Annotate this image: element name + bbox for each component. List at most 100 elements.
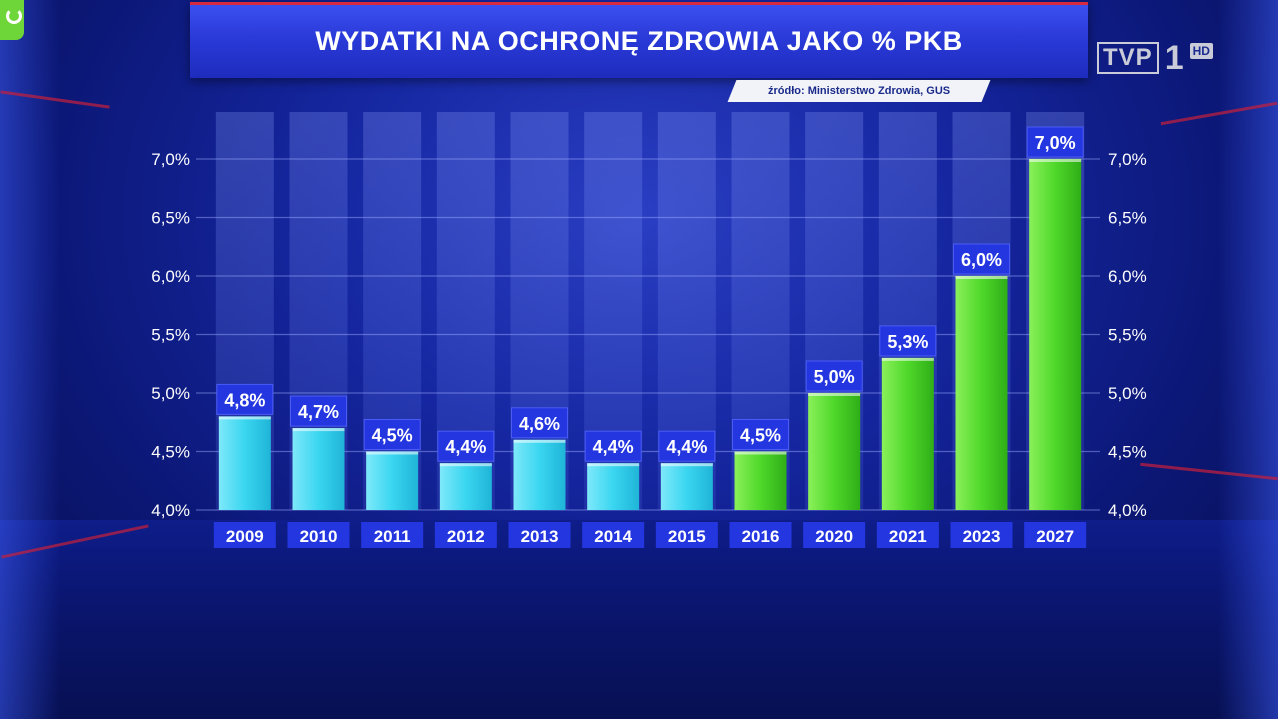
bar (587, 463, 640, 510)
bar (366, 451, 419, 510)
chart-title: WYDATKI NA OCHRONĘ ZDROWIA JAKO % PKB (315, 26, 963, 56)
channel-logo: TVP 1 HD (1097, 40, 1213, 76)
value-label-box (658, 430, 716, 462)
value-label-box (732, 419, 789, 450)
category-label-box (287, 522, 350, 548)
y-tick-label-right: 5,0% (1108, 384, 1147, 403)
y-tick-label-left: 4,0% (151, 501, 190, 520)
value-label: 5,0% (814, 367, 855, 387)
bar (881, 357, 934, 510)
bar (808, 393, 861, 510)
bar-top-highlight (587, 463, 640, 467)
logo-number-text: 1 (1164, 39, 1184, 77)
category-label-box (508, 522, 571, 548)
title-bar: WYDATKI NA OCHRONĘ ZDROWIA JAKO % PKB (190, 2, 1088, 78)
y-tick-label-right: 6,5% (1108, 209, 1147, 228)
value-label: 5,3% (887, 332, 928, 352)
corner-app-icon (0, 0, 24, 40)
value-label-box (511, 407, 568, 439)
bar (660, 463, 713, 510)
bar-top-highlight (439, 463, 492, 467)
y-tick-label-left: 5,5% (151, 326, 190, 345)
category-label: 2010 (300, 527, 338, 546)
category-label: 2021 (889, 527, 927, 546)
bar-top-highlight (808, 393, 861, 396)
value-label-box (290, 395, 347, 427)
bar-top-highlight (734, 451, 787, 455)
category-label: 2009 (226, 527, 264, 546)
category-label: 2016 (742, 527, 780, 546)
side-glow-left (0, 0, 60, 719)
bar (513, 439, 566, 510)
value-label-box (216, 383, 274, 415)
category-label: 2014 (594, 527, 632, 546)
value-label-box (1026, 126, 1084, 158)
bar-top-highlight (881, 357, 934, 361)
y-tick-label-left: 6,5% (151, 209, 190, 228)
value-label: 4,5% (740, 426, 781, 446)
y-tick-label-right: 4,5% (1108, 443, 1147, 462)
bar-top-highlight (660, 463, 713, 467)
bar-top-highlight (513, 439, 566, 443)
category-label-box (213, 522, 276, 548)
bar (218, 416, 271, 510)
bar (955, 276, 1008, 510)
y-tick-label-left: 7,0% (151, 150, 190, 169)
logo-hd-badge: HD (1189, 43, 1213, 59)
value-label: 4,5% (372, 426, 413, 446)
category-label: 2011 (374, 527, 411, 546)
bar-top-highlight (1029, 159, 1082, 162)
value-label-box (584, 430, 642, 462)
category-label: 2012 (447, 527, 485, 546)
value-label-box (953, 243, 1010, 275)
bar-top-highlight (955, 276, 1008, 279)
category-label-box (803, 522, 866, 548)
y-tick-label-left: 5,0% (151, 384, 190, 403)
category-label-box (361, 522, 424, 548)
category-label-box (729, 522, 792, 548)
value-label: 4,8% (224, 390, 265, 410)
category-label: 2015 (668, 527, 706, 546)
category-label: 2023 (963, 527, 1001, 546)
side-glow-right (1218, 0, 1278, 719)
bar (1029, 159, 1082, 510)
bar-top-highlight (218, 416, 271, 420)
category-label-box (950, 522, 1013, 548)
value-label-box (363, 419, 421, 450)
value-label: 4,4% (593, 437, 634, 457)
category-label: 2013 (521, 527, 559, 546)
value-label-box (805, 360, 863, 392)
logo-channel-text: TVP (1097, 42, 1159, 74)
ghost-column (731, 112, 790, 510)
y-tick-label-right: 4,0% (1108, 501, 1147, 520)
studio-floor (0, 520, 1278, 719)
category-label-box (655, 522, 718, 548)
value-label-box (879, 325, 937, 357)
category-label: 2020 (815, 527, 853, 546)
value-label: 4,7% (298, 402, 339, 422)
y-tick-label-right: 6,0% (1108, 267, 1147, 286)
value-label: 6,0% (961, 250, 1002, 270)
y-tick-label-left: 6,0% (151, 267, 190, 286)
category-label-box (582, 522, 645, 548)
y-tick-label-right: 5,5% (1108, 326, 1147, 345)
bar (292, 428, 345, 510)
category-label-box (1024, 522, 1087, 548)
value-label: 4,6% (519, 414, 560, 434)
value-label: 7,0% (1035, 133, 1076, 153)
y-tick-label-right: 7,0% (1108, 150, 1147, 169)
bar (439, 463, 492, 510)
value-label: 4,4% (445, 437, 486, 457)
bar-top-highlight (366, 451, 419, 455)
value-label: 4,4% (666, 437, 707, 457)
y-tick-label-left: 4,5% (151, 443, 190, 462)
bar-top-highlight (292, 428, 345, 432)
ghost-column (363, 112, 422, 510)
value-label-box (437, 430, 495, 462)
bar (734, 451, 787, 510)
category-label-box (434, 522, 497, 548)
category-label-box (876, 522, 939, 548)
category-label: 2027 (1036, 527, 1074, 546)
